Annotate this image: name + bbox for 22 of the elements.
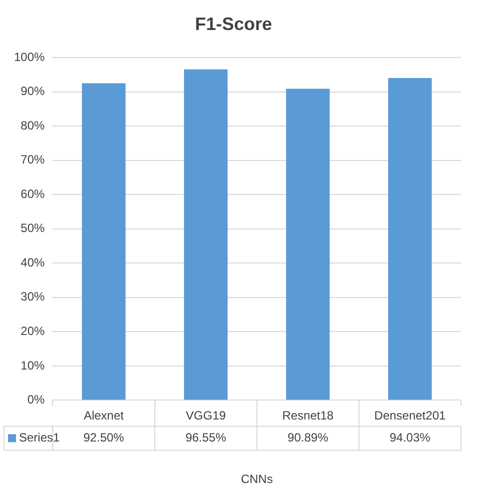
y-tick-label: 90% — [20, 84, 46, 98]
chart-title: F1-Score — [194, 14, 272, 34]
y-tick-label: 30% — [20, 290, 46, 304]
y-tick-label: 60% — [20, 186, 46, 201]
y-tick-label: 0% — [27, 392, 46, 407]
legend-label: Series1 — [19, 430, 60, 445]
data-label: 90.89% — [288, 430, 329, 445]
y-tick-label: 20% — [20, 324, 46, 338]
x-tick-label: Densenet201 — [374, 408, 446, 423]
y-tick-label: 100% — [14, 50, 46, 64]
y-tick-label: 80% — [20, 118, 46, 132]
y-tick-label: 70% — [20, 152, 46, 167]
x-tick-label: Resnet18 — [282, 408, 334, 423]
y-tick-label: 40% — [20, 255, 46, 270]
data-label: 92.50% — [83, 430, 124, 445]
x-axis-title: CNNs — [240, 472, 273, 486]
y-tick-label: 10% — [20, 358, 46, 372]
x-tick-label: Alexnet — [84, 408, 124, 423]
x-tick-label: VGG19 — [186, 408, 226, 423]
y-tick-label: 50% — [20, 221, 46, 236]
data-label: 96.55% — [185, 430, 226, 445]
data-label: 94.03% — [390, 430, 431, 445]
